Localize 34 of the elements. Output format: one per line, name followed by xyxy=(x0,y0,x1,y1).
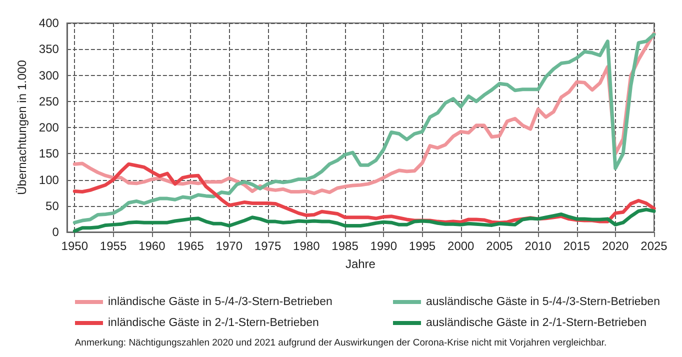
x-tick-label: 2005 xyxy=(486,239,514,253)
legend-label: ausländische Gäste in 5-/4-/3-Stern-Betrieben xyxy=(426,296,660,308)
x-tick-label: 1980 xyxy=(293,239,320,253)
y-tick-label: 0 xyxy=(52,225,60,239)
x-axis-title: Jahre xyxy=(345,257,376,271)
y-tick-label: 50 xyxy=(46,198,60,213)
y-tick-label: 200 xyxy=(38,120,60,134)
text: Anmerkung: Nächtigungszahlen 2020 und 2021 aufgrund der Auswirkungen der Corona-Krise nicht mit Vorjahren vergleichbar. xyxy=(74,338,607,348)
x-tick-label: 2010 xyxy=(524,239,552,253)
x-tick-label: 1985 xyxy=(332,239,359,253)
y-tick-label: 100 xyxy=(38,172,60,187)
line-series xyxy=(72,208,656,233)
x-tick-label: 1960 xyxy=(138,239,166,253)
legend-label: inländische Gäste in 2-/1-Stern-Betrieben xyxy=(108,317,319,329)
legend-label: inländische Gäste in 5-/4-/3-Stern-Betrieben xyxy=(108,296,332,308)
x-tick-label: 2015 xyxy=(563,239,590,253)
x-tick-label: 1975 xyxy=(254,239,282,253)
y-tick-label: 350 xyxy=(38,42,60,56)
line-series xyxy=(72,32,656,224)
y-axis-title: Übernachtungen in 1.000 xyxy=(15,60,29,195)
legend-label: ausländische Gäste in 2-/1-Stern-Betrieben xyxy=(426,317,647,329)
y-tick-label: 300 xyxy=(38,68,60,82)
x-tick-label: 1970 xyxy=(216,239,243,253)
x-tick-label: 2000 xyxy=(448,239,475,253)
x-tick-label: 1955 xyxy=(100,239,127,253)
x-tick-label: 1950 xyxy=(61,239,88,253)
x-tick-label: 1990 xyxy=(370,239,398,253)
x-tick-label: 1995 xyxy=(408,239,436,253)
x-tick-label: 2020 xyxy=(602,239,630,253)
y-tick-label: 150 xyxy=(38,146,60,161)
x-tick-label: 2025 xyxy=(640,239,668,253)
y-tick-label: 400 xyxy=(38,16,60,30)
x-tick-label: 1965 xyxy=(177,239,204,253)
y-tick-label: 250 xyxy=(38,94,60,108)
